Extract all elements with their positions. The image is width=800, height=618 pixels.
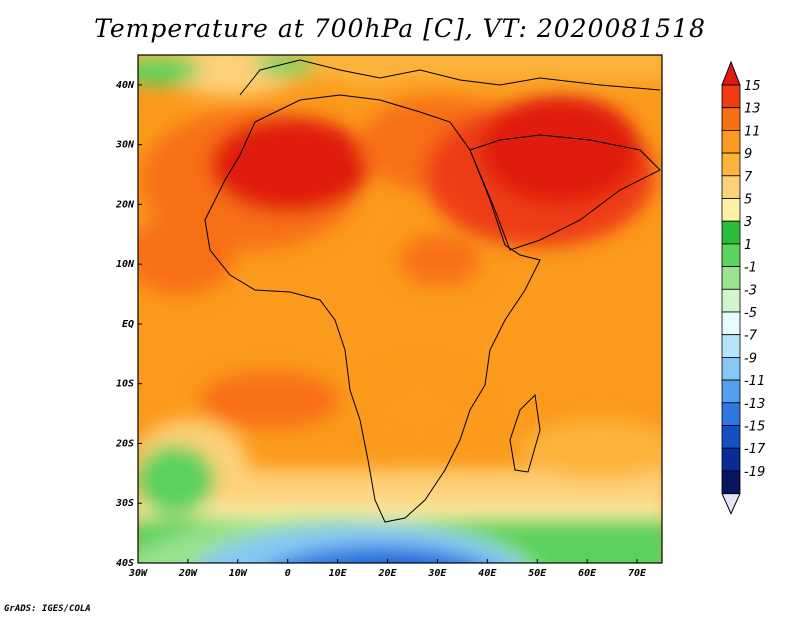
colorbar-bottom-arrow <box>721 493 741 515</box>
lat-tick-label: 30N <box>115 140 135 151</box>
colorbar-swatch <box>721 288 741 313</box>
coastlines <box>204 59 661 523</box>
temperature-field <box>138 55 662 563</box>
colorbar-level-label: 11 <box>744 124 761 139</box>
colorbar-level-label: -3 <box>744 283 757 298</box>
colorbar-swatch <box>721 84 741 109</box>
credit-text: GrADS: IGES/COLA <box>4 604 91 614</box>
colorbar-level-label: -5 <box>744 306 757 321</box>
colorbar-level-label: 3 <box>744 215 752 230</box>
colorbar-level-label: -1 <box>744 261 757 276</box>
colorbar-swatch <box>721 243 741 267</box>
colorbar-swatch <box>721 447 741 472</box>
lat-tick-label: 40N <box>116 80 135 91</box>
colorbar-swatch <box>721 334 741 358</box>
colorbar-swatch <box>721 129 741 154</box>
colorbar: 15 13 11 9 7 5 3 1 -1 -3 -5 -7 -9 -11 -13 -15 -17 -19 <box>721 60 766 515</box>
lon-tick-label: 40E <box>478 568 497 579</box>
colorbar-level-label: 5 <box>744 193 752 208</box>
europe-coastline <box>239 59 661 96</box>
lat-tick-label: 40S <box>116 558 134 569</box>
lon-tick-label: 30W <box>128 568 148 579</box>
africa-coastline <box>204 94 541 523</box>
colorbar-swatch <box>721 198 741 222</box>
colorbar-swatch <box>721 379 741 404</box>
colorbar-swatch <box>721 425 741 449</box>
lon-tick-label: 70E <box>628 568 647 579</box>
lat-tick-label: 10S <box>116 379 134 390</box>
lon-tick-label: 0 <box>285 568 291 579</box>
colorbar-level-label: 13 <box>744 102 761 117</box>
longitude-axis: 30W 20W 10W 0 10E 20E 30E 40E 50E 60E 70E <box>128 559 647 579</box>
arabia-coastline <box>469 134 661 251</box>
colorbar-swatch <box>721 470 741 494</box>
lon-tick-label: 50E <box>528 568 547 579</box>
colorbar-swatch <box>721 220 741 245</box>
colorbar-swatch <box>721 107 741 131</box>
lat-tick-label: EQ <box>122 319 134 330</box>
colorbar-level-label: 15 <box>744 79 761 94</box>
latitude-axis: 40N 30N 20N 10N EQ 10S 20S 30S 40S <box>115 80 142 569</box>
colorbar-level-label: 7 <box>744 170 753 185</box>
colorbar-swatch <box>721 175 741 199</box>
lat-tick-label: 20S <box>115 438 134 449</box>
colorbar-level-label: -13 <box>744 397 765 412</box>
lon-tick-label: 10E <box>329 568 348 579</box>
lon-tick-label: 20E <box>377 568 397 579</box>
map-frame <box>137 54 663 564</box>
lon-tick-label: 20W <box>178 568 198 579</box>
lat-tick-label: 10N <box>116 259 135 270</box>
map-title: Temperature at 700hPa [C], VT: 202008151… <box>94 14 706 43</box>
lon-tick-label: 10W <box>229 568 248 579</box>
colorbar-swatch <box>721 266 741 290</box>
lon-tick-label: 60E <box>578 568 597 579</box>
colorbar-level-label: -9 <box>744 351 757 366</box>
colorbar-level-label: -11 <box>744 374 765 389</box>
colorbar-swatch <box>721 402 741 426</box>
colorbar-level-label: -19 <box>744 465 765 480</box>
colorbar-swatch <box>721 356 741 381</box>
colorbar-level-label: -15 <box>744 420 765 435</box>
lat-tick-label: 20N <box>115 199 135 210</box>
colorbar-swatch <box>721 311 741 336</box>
colorbar-level-label: 1 <box>744 238 752 253</box>
colorbar-level-label: -7 <box>744 329 758 344</box>
colorbar-swatch <box>721 152 741 177</box>
colorbar-level-label: -17 <box>744 442 766 457</box>
lon-tick-label: 30E <box>427 568 447 579</box>
lat-tick-label: 30S <box>115 498 134 509</box>
colorbar-level-label: 9 <box>744 147 752 162</box>
madagascar-coastline <box>509 393 541 473</box>
colorbar-top-arrow <box>721 60 741 86</box>
